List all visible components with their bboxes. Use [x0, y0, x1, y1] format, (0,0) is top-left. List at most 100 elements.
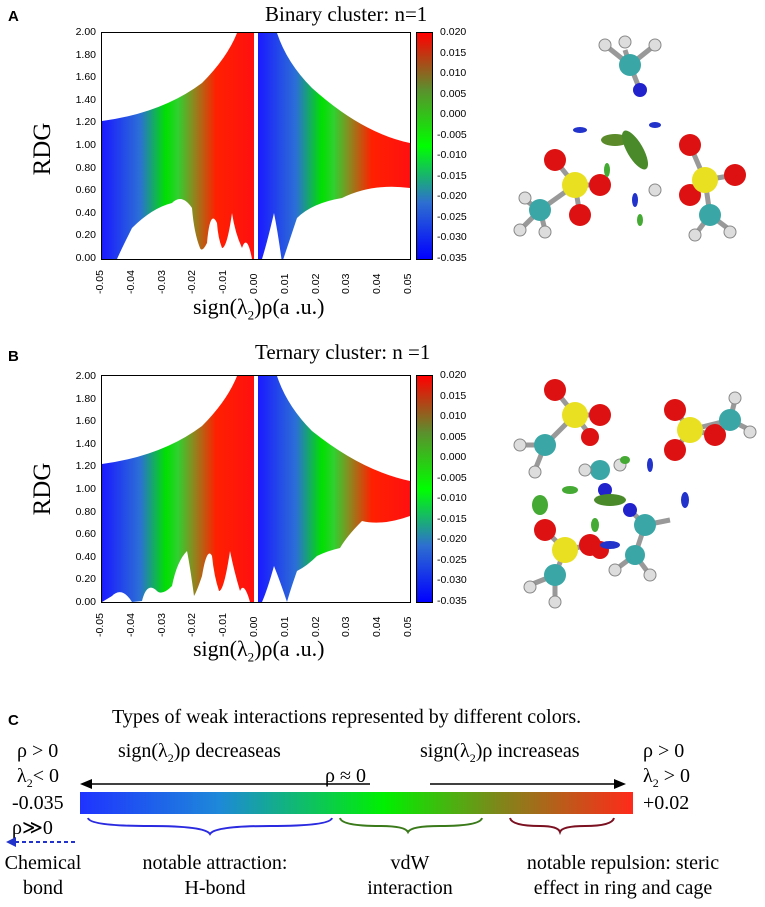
- y-tick-label: 0.00: [75, 252, 96, 264]
- vdw-line2: interaction: [367, 877, 453, 899]
- x-tick-label: 0.04: [371, 616, 384, 637]
- colorbar-tick-label: -0.005: [437, 128, 467, 141]
- left-rho-label: ρ > 0: [17, 740, 59, 762]
- repulsion-line1: notable repulsion: steric: [526, 852, 720, 874]
- panel-a-left-cloud: [102, 33, 254, 259]
- colorbar-tick-label: -0.020: [437, 190, 467, 203]
- colorbar-tick-label: -0.015: [437, 512, 467, 525]
- y-tick-label: 1.60: [75, 71, 96, 84]
- left-rho-strong-label: ρ≫0: [12, 817, 53, 839]
- chemical-bond-line2: bond: [23, 877, 63, 899]
- panel-b-plot: [101, 375, 411, 603]
- panel-b-right-cloud: [258, 376, 410, 602]
- panel-c-title: Types of weak interactions represented b…: [112, 706, 582, 728]
- panel-b-colorbar: [416, 375, 433, 603]
- panel-a-title: Binary cluster: n=1: [265, 2, 428, 26]
- colorbar-tick-label: -0.035: [437, 595, 467, 607]
- colorbar-tick-label: -0.015: [437, 169, 467, 182]
- y-tick-label: 1.80: [75, 48, 96, 61]
- right-value-label: +0.02: [643, 792, 690, 814]
- y-tick-label: 1.00: [75, 483, 96, 495]
- y-tick-label: 1.20: [75, 116, 96, 129]
- y-tick-label: 1.60: [75, 415, 96, 428]
- y-tick-label: 0.40: [75, 550, 96, 563]
- colorbar-tick-label: 0.010: [440, 67, 467, 80]
- colorbar-tick-label: -0.035: [437, 252, 467, 264]
- y-tick-label: 1.80: [75, 392, 96, 405]
- x-tick-label: 0.05: [402, 273, 414, 294]
- y-tick-label: 0.40: [75, 206, 96, 219]
- panel-a-scatter: [102, 33, 410, 263]
- panel-a-ylabel: RDG: [29, 122, 56, 176]
- y-tick-label: 2.00: [75, 370, 96, 382]
- x-tick-label: -0.05: [94, 270, 106, 294]
- decreases-label: sign(λ2)ρ decreaseas: [118, 740, 281, 765]
- x-tick-label: 0.05: [402, 616, 414, 637]
- y-tick-label: 0.60: [75, 184, 96, 197]
- panel-c-arrows: [6, 779, 626, 847]
- x-tick-label: -0.04: [124, 270, 137, 294]
- x-tick-label: 0.00: [248, 273, 260, 294]
- right-rho-label: ρ > 0: [643, 740, 685, 762]
- colorbar-tick-label: -0.025: [437, 553, 467, 566]
- colorbar-tick-label: 0.015: [440, 389, 467, 402]
- y-tick-label: 2.00: [75, 26, 96, 38]
- colorbar-tick-label: -0.030: [437, 574, 467, 587]
- x-tick-label: 0.03: [340, 616, 353, 637]
- colorbar-tick-label: -0.030: [437, 231, 467, 244]
- x-tick-label: 0.01: [278, 616, 291, 637]
- left-value-label: -0.035: [12, 792, 64, 814]
- panel-b-label: B: [8, 348, 19, 365]
- y-tick-label: 1.40: [75, 93, 96, 106]
- chemical-bond-line1: Chemical: [4, 852, 82, 874]
- y-tick-label: 0.00: [75, 596, 96, 608]
- x-tick-label: 0.00: [248, 616, 260, 637]
- x-tick-label: -0.02: [186, 613, 199, 637]
- attraction-line2: H-bond: [184, 877, 246, 899]
- colorbar-tick-label: -0.005: [437, 471, 467, 484]
- colorbar-tick-label: 0.010: [440, 410, 467, 423]
- panel-a-label: A: [8, 8, 19, 25]
- x-tick-label: -0.01: [217, 270, 230, 294]
- panel-b-title: Ternary cluster: n =1: [255, 340, 431, 364]
- repulsion-line2: effect in ring and cage: [533, 877, 713, 899]
- colorbar-tick-label: -0.010: [437, 149, 467, 162]
- x-tick-label: -0.03: [155, 270, 168, 294]
- colorbar-tick-label: -0.025: [437, 210, 467, 223]
- y-tick-label: 1.40: [75, 437, 96, 450]
- colorbar-tick-label: 0.005: [440, 87, 467, 100]
- x-tick-label: -0.02: [186, 270, 199, 294]
- x-tick-label: -0.01: [217, 613, 230, 637]
- colorbar-tick-label: 0.005: [440, 430, 467, 443]
- panel-a-molecule-image: [513, 35, 746, 242]
- colorbar-tick-label: 0.015: [440, 46, 467, 59]
- vdw-line1: vdW: [390, 852, 430, 874]
- left-lambda-label: λ2< 0: [17, 765, 59, 790]
- colorbar-tick-label: 0.020: [440, 369, 467, 381]
- panel-a-xlabel: sign(λ2)ρ(a .u.): [193, 294, 325, 323]
- panel-b-ylabel: RDG: [29, 462, 56, 516]
- y-tick-label: 0.20: [75, 229, 96, 242]
- right-lambda-label: λ2 > 0: [643, 765, 690, 790]
- panel-b-left-cloud: [102, 376, 254, 602]
- colorbar-tick-label: -0.010: [437, 492, 467, 505]
- y-tick-label: 0.20: [75, 573, 96, 586]
- x-tick-label: -0.05: [94, 613, 106, 637]
- increases-label: sign(λ2)ρ increaseas: [420, 740, 580, 765]
- y-tick-label: 0.60: [75, 528, 96, 541]
- colorbar-tick-label: 0.020: [440, 26, 467, 38]
- x-tick-label: 0.02: [309, 273, 322, 294]
- panel-c-label: C: [8, 712, 19, 729]
- panel-a-right-cloud: [258, 33, 410, 263]
- panel-a-plot: [101, 32, 411, 263]
- panel-b-scatter: [102, 376, 410, 602]
- x-tick-label: -0.03: [155, 613, 168, 637]
- colorbar-tick-label: 0.000: [440, 108, 467, 121]
- x-tick-label: 0.01: [278, 273, 291, 294]
- x-tick-label: 0.03: [340, 273, 353, 294]
- y-tick-label: 1.20: [75, 460, 96, 473]
- y-tick-label: 0.80: [75, 161, 96, 174]
- colorbar-tick-label: -0.020: [437, 533, 467, 546]
- panel-b-molecule-image: [513, 379, 757, 609]
- y-tick-label: 1.00: [75, 139, 96, 151]
